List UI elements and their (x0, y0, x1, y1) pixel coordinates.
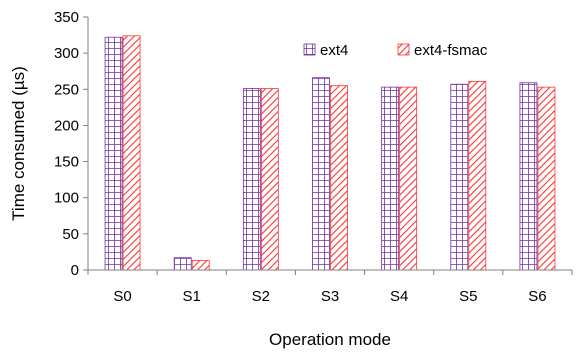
bar-ext4-s5 (450, 83, 469, 271)
bar-ext4-fsmac-s0 (122, 35, 141, 271)
y-tick-label: 50 (62, 226, 79, 243)
y-tick-label: 100 (54, 190, 79, 207)
y-tick-label: 350 (54, 9, 79, 26)
y-axis-title: Time consumed (µs) (9, 66, 28, 221)
bar-ext4-fsmac-s3 (330, 85, 348, 271)
x-axis-title: Operation mode (269, 330, 391, 349)
bar-ext4-fsmac-s6 (537, 86, 556, 271)
bars (104, 35, 556, 271)
y-tick-label: 150 (54, 154, 79, 171)
legend-label-ext4-fsmac: ext4-fsmac (414, 42, 488, 59)
plot-area: 0 50 100 150 200 250 300 350 S0 S1 S2 S3 S4 S5 S6 (54, 9, 573, 305)
legend-label-ext4: ext4 (320, 42, 348, 59)
bar-ext4-s6 (519, 82, 538, 271)
bar-ext4-fsmac-s2 (260, 88, 279, 271)
bar-ext4-fsmac-s4 (399, 86, 418, 271)
y-tick-label: 0 (71, 262, 79, 279)
bar-ext4-fsmac-s5 (468, 80, 487, 271)
y-axis-ticks: 0 50 100 150 200 250 300 350 (54, 9, 88, 279)
legend: ext4 ext4-fsmac (303, 42, 488, 59)
x-tick-label-s5: S5 (459, 288, 477, 305)
bar-ext4-s1 (173, 257, 192, 271)
legend-swatch-ext4-fsmac (397, 43, 410, 56)
bar-ext4-s2 (242, 88, 261, 271)
y-tick-label: 200 (54, 117, 79, 134)
y-tick-label: 300 (54, 45, 79, 62)
x-axis-ticks: S0 S1 S2 S3 S4 S5 S6 (87, 270, 573, 305)
x-tick-label-s0: S0 (113, 288, 131, 305)
bar-ext4-s4 (381, 86, 400, 271)
x-tick-label-s4: S4 (390, 288, 408, 305)
bar-ext4-s0 (104, 36, 123, 271)
x-tick-label-s1: S1 (183, 288, 201, 305)
x-tick-label-s2: S2 (252, 288, 270, 305)
y-tick-label: 250 (54, 81, 79, 98)
legend-swatch-ext4 (303, 43, 316, 56)
bar-ext4-fsmac-s1 (191, 260, 210, 271)
bar-ext4-s3 (312, 77, 330, 271)
x-tick-label-s3: S3 (321, 288, 339, 305)
x-tick-label-s6: S6 (528, 288, 546, 305)
